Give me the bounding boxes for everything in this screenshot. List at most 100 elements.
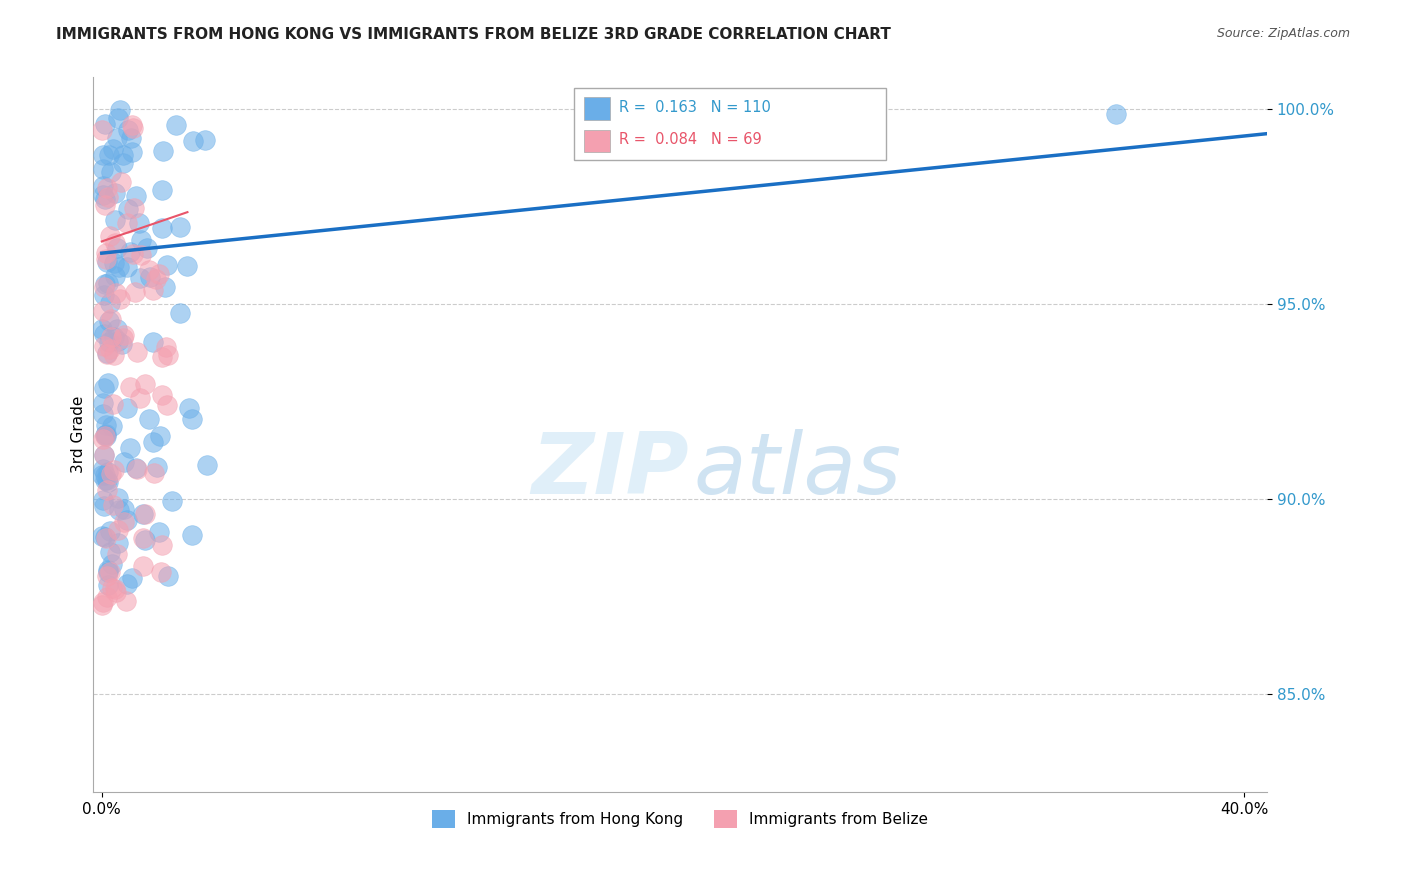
Point bbox=[91, 493, 114, 508]
Point bbox=[97, 565, 120, 579]
Point bbox=[94, 473, 117, 487]
Point bbox=[129, 247, 152, 261]
Point bbox=[117, 123, 139, 137]
Point bbox=[120, 131, 142, 145]
Point bbox=[91, 147, 114, 161]
Point bbox=[91, 396, 114, 410]
Point bbox=[165, 118, 187, 132]
Point bbox=[108, 503, 131, 517]
Point bbox=[91, 322, 114, 336]
Point bbox=[90, 529, 112, 543]
Point bbox=[91, 467, 114, 482]
Point bbox=[100, 467, 122, 481]
Point bbox=[91, 304, 114, 318]
Point bbox=[121, 571, 143, 585]
Point bbox=[121, 247, 143, 261]
Point bbox=[125, 189, 148, 203]
Point bbox=[157, 568, 180, 582]
Point bbox=[93, 192, 115, 206]
Point bbox=[97, 190, 120, 204]
Point bbox=[94, 468, 117, 483]
Point bbox=[121, 145, 143, 159]
Point bbox=[98, 313, 121, 327]
Point bbox=[94, 198, 117, 212]
Point bbox=[103, 330, 125, 344]
Point bbox=[157, 348, 180, 362]
Point bbox=[105, 547, 128, 561]
Point bbox=[110, 175, 132, 189]
Point bbox=[98, 565, 121, 579]
Point bbox=[98, 524, 121, 539]
Point bbox=[94, 530, 117, 544]
Point bbox=[91, 408, 114, 422]
Point bbox=[131, 559, 153, 574]
Point bbox=[112, 502, 135, 516]
Point bbox=[100, 330, 122, 344]
Text: Source: ZipAtlas.com: Source: ZipAtlas.com bbox=[1216, 27, 1350, 40]
Point bbox=[90, 598, 112, 612]
Point bbox=[134, 377, 156, 392]
Text: IMMIGRANTS FROM HONG KONG VS IMMIGRANTS FROM BELIZE 3RD GRADE CORRELATION CHART: IMMIGRANTS FROM HONG KONG VS IMMIGRANTS … bbox=[56, 27, 891, 42]
Point bbox=[96, 590, 118, 604]
Point bbox=[145, 272, 167, 286]
Point bbox=[97, 578, 120, 592]
Point bbox=[107, 334, 129, 348]
Point bbox=[91, 461, 114, 475]
Point bbox=[97, 466, 120, 480]
Point bbox=[98, 545, 121, 559]
Point bbox=[112, 331, 135, 345]
Point bbox=[93, 288, 115, 302]
Text: R =  0.163   N = 110: R = 0.163 N = 110 bbox=[619, 100, 770, 115]
Point bbox=[128, 216, 150, 230]
Point bbox=[94, 427, 117, 442]
Point bbox=[96, 254, 118, 268]
Point bbox=[169, 219, 191, 234]
Point bbox=[93, 432, 115, 446]
Point bbox=[150, 388, 173, 402]
Point bbox=[93, 277, 115, 291]
Point bbox=[142, 334, 165, 349]
FancyBboxPatch shape bbox=[583, 129, 610, 153]
Point bbox=[93, 326, 115, 341]
Point bbox=[134, 507, 156, 521]
Point bbox=[94, 246, 117, 260]
Point bbox=[94, 429, 117, 443]
Point bbox=[117, 401, 139, 416]
Point bbox=[118, 244, 141, 259]
Point bbox=[143, 467, 166, 481]
Point bbox=[139, 269, 162, 284]
Point bbox=[97, 376, 120, 390]
Point bbox=[104, 584, 127, 599]
Point bbox=[136, 241, 159, 255]
Text: atlas: atlas bbox=[693, 429, 901, 512]
Point bbox=[94, 252, 117, 266]
Point bbox=[105, 286, 128, 301]
Point bbox=[110, 103, 132, 118]
Point bbox=[96, 569, 118, 583]
Point bbox=[115, 513, 138, 527]
Point bbox=[94, 429, 117, 443]
FancyBboxPatch shape bbox=[583, 97, 610, 120]
Point bbox=[103, 348, 125, 362]
Point bbox=[96, 473, 118, 487]
Point bbox=[96, 346, 118, 360]
Point bbox=[176, 259, 198, 273]
Point bbox=[97, 563, 120, 577]
Y-axis label: 3rd Grade: 3rd Grade bbox=[72, 396, 86, 474]
Point bbox=[94, 117, 117, 131]
Point bbox=[107, 491, 129, 505]
Point bbox=[129, 233, 152, 247]
Point bbox=[148, 525, 170, 540]
Point bbox=[93, 381, 115, 395]
Point bbox=[100, 165, 122, 179]
Point bbox=[94, 531, 117, 545]
Point bbox=[114, 594, 136, 608]
Point bbox=[177, 401, 200, 415]
Point bbox=[138, 412, 160, 426]
Point bbox=[97, 148, 120, 162]
Point bbox=[115, 216, 138, 230]
Point bbox=[132, 507, 155, 521]
Point bbox=[148, 267, 170, 281]
Point bbox=[132, 531, 155, 545]
Point bbox=[105, 322, 128, 336]
